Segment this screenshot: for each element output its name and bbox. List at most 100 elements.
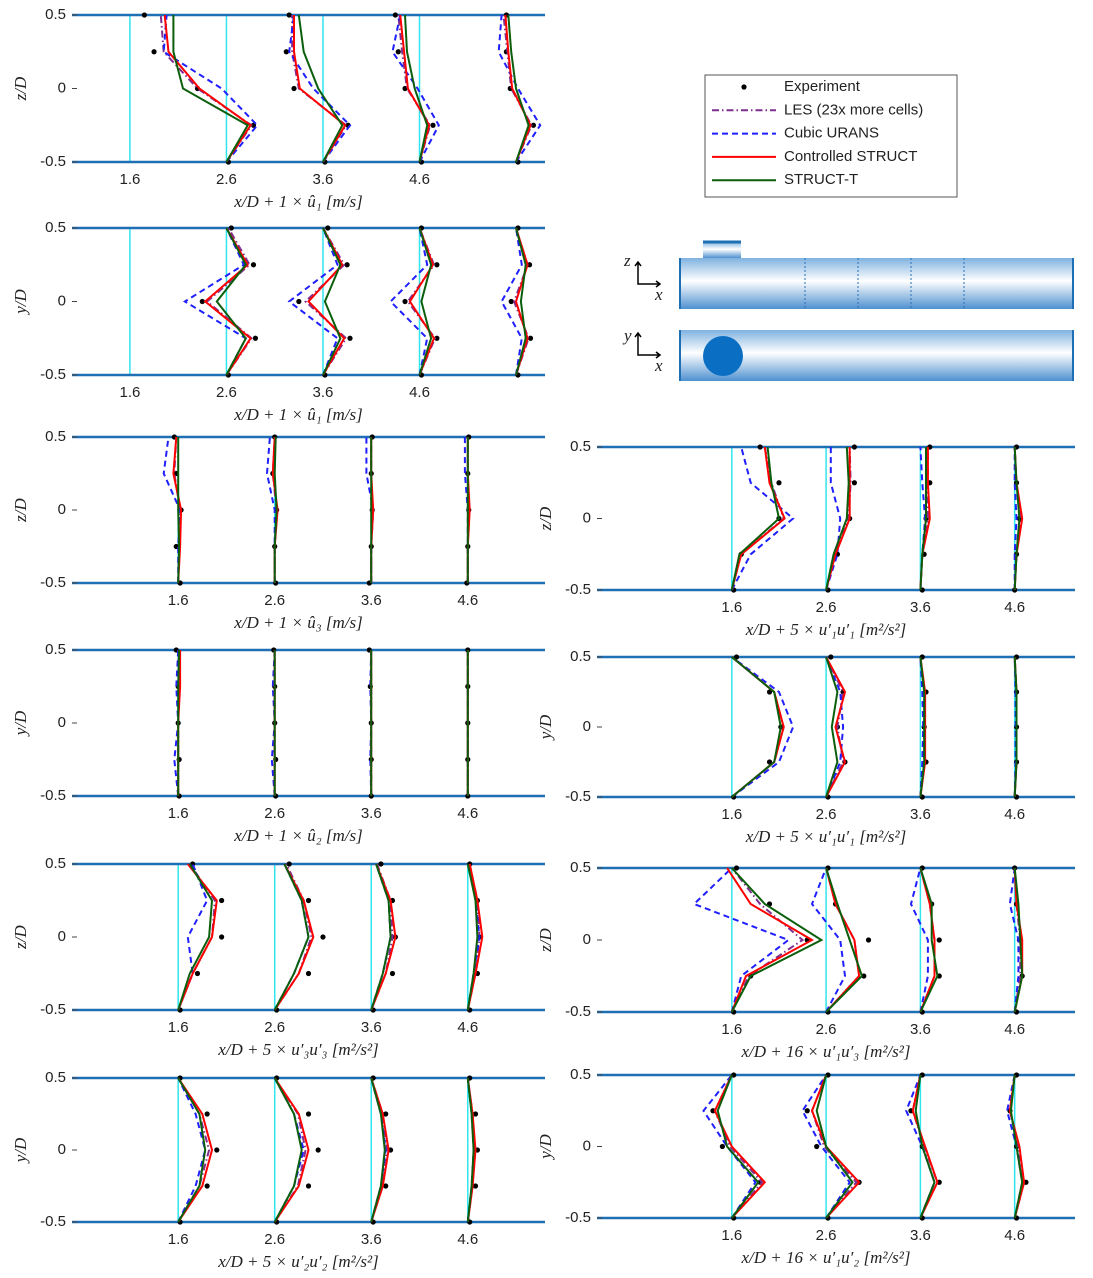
data-point xyxy=(306,971,311,976)
x-tick-label: 3.6 xyxy=(361,592,382,609)
y-tick-label: -0.5 xyxy=(40,153,66,170)
axis-label: z xyxy=(623,251,631,270)
profile-line xyxy=(715,1075,1024,1218)
data-point xyxy=(402,299,407,304)
data-point xyxy=(430,123,435,128)
x-tick-label: 1.6 xyxy=(168,1231,189,1248)
data-point xyxy=(291,86,296,91)
x-axis-label: x/D + 1 × û₁ [m/s] xyxy=(233,192,363,211)
x-tick-label: 4.6 xyxy=(1004,1227,1025,1244)
profile-line xyxy=(178,1078,473,1222)
data-point xyxy=(306,1183,311,1188)
y-tick-label: 0 xyxy=(583,1137,591,1154)
profile-line xyxy=(178,1078,474,1222)
data-point xyxy=(219,898,224,903)
data-point xyxy=(866,937,871,942)
profile-line xyxy=(217,228,526,375)
data-point xyxy=(378,861,383,866)
profile-line xyxy=(718,1075,1023,1218)
data-point xyxy=(296,299,301,304)
y-axis-label: z/D xyxy=(536,927,555,952)
profile-line xyxy=(178,650,468,796)
x-axis-label: x/D + 5 × u′₂u′₂ [m²/s²] xyxy=(217,1252,379,1271)
x-axis-label: x/D + 16 × u′₁u′₃ [m²/s²] xyxy=(740,1042,910,1061)
y-tick-label: 0 xyxy=(58,714,66,731)
profile-line xyxy=(732,447,1021,590)
x-tick-label: 3.6 xyxy=(313,171,334,188)
data-point xyxy=(852,444,857,449)
x-tick-label: 4.6 xyxy=(457,1231,478,1248)
x-axis-label: x/D + 5 × u′₁u′₁ [m²/s²] xyxy=(745,620,907,639)
data-point xyxy=(151,49,156,54)
profile-line xyxy=(178,650,468,796)
x-tick-label: 3.6 xyxy=(361,805,382,822)
y-tick-label: 0 xyxy=(58,501,66,518)
y-tick-label: -0.5 xyxy=(40,1001,66,1018)
profile-line xyxy=(732,447,1020,590)
y-tick-label: 0 xyxy=(58,292,66,309)
data-point xyxy=(253,336,258,341)
x-tick-label: 2.6 xyxy=(264,1231,285,1248)
profile-line xyxy=(178,650,468,796)
x-tick-label: 2.6 xyxy=(264,1019,285,1036)
cavity-top-view xyxy=(703,336,743,376)
data-point xyxy=(347,336,352,341)
data-point xyxy=(205,1111,210,1116)
profile-line xyxy=(715,1075,1024,1218)
y-tick-label: -0.5 xyxy=(565,1209,591,1226)
x-tick-label: 2.6 xyxy=(264,592,285,609)
x-tick-label: 3.6 xyxy=(910,806,931,823)
x-tick-label: 1.6 xyxy=(168,1019,189,1036)
x-tick-label: 2.6 xyxy=(264,805,285,822)
data-point xyxy=(219,934,224,939)
axis-label: y xyxy=(622,326,632,345)
data-point xyxy=(828,654,833,659)
profile-line xyxy=(205,228,527,375)
y-tick-label: 0.5 xyxy=(45,1069,66,1086)
legend-marker xyxy=(741,84,746,89)
legend-label: STRUCT-T xyxy=(784,171,858,188)
data-point xyxy=(852,480,857,485)
data-point xyxy=(320,934,325,939)
axis-label: x xyxy=(654,356,663,375)
profile-line xyxy=(732,657,1016,797)
x-tick-label: 3.6 xyxy=(361,1231,382,1248)
legend-label: LES (23x more cells) xyxy=(784,101,923,118)
x-tick-label: 2.6 xyxy=(816,1021,837,1038)
y-tick-label: 0.5 xyxy=(570,648,591,665)
x-tick-label: 1.6 xyxy=(119,384,140,401)
x-tick-label: 2.6 xyxy=(816,599,837,616)
x-tick-label: 1.6 xyxy=(721,806,742,823)
profile-line xyxy=(164,437,468,583)
y-tick-label: 0.5 xyxy=(45,641,66,658)
y-tick-label: -0.5 xyxy=(565,581,591,598)
profile-line xyxy=(164,15,541,162)
data-point xyxy=(251,262,256,267)
diagram: z x y x xyxy=(622,242,1073,381)
y-tick-label: 0 xyxy=(58,79,66,96)
x-tick-label: 1.6 xyxy=(119,171,140,188)
data-point xyxy=(937,937,942,942)
pipe-side xyxy=(680,258,1073,309)
profile-line xyxy=(732,657,1017,797)
y-tick-label: 0.5 xyxy=(570,1066,591,1083)
legend-label: Controlled STRUCT xyxy=(784,148,917,165)
profile-line xyxy=(185,228,522,375)
profile-line xyxy=(732,868,1021,1012)
x-tick-label: 4.6 xyxy=(409,384,430,401)
x-tick-label: 2.6 xyxy=(216,384,237,401)
y-tick-label: 0.5 xyxy=(45,6,66,23)
x-tick-label: 3.6 xyxy=(313,384,334,401)
data-point xyxy=(205,1183,210,1188)
profile-line xyxy=(727,868,1022,1012)
data-point xyxy=(758,444,763,449)
profile-line xyxy=(178,437,468,583)
y-tick-label: 0.5 xyxy=(45,219,66,236)
y-tick-label: 0.5 xyxy=(570,859,591,876)
x-tick-label: 1.6 xyxy=(721,599,742,616)
x-tick-label: 4.6 xyxy=(1004,1021,1025,1038)
y-tick-label: 0.5 xyxy=(45,855,66,872)
x-axis-label: x/D + 16 × u′₁u′₂ [m²/s²] xyxy=(740,1248,910,1267)
data-point xyxy=(306,1111,311,1116)
y-tick-label: 0 xyxy=(58,928,66,945)
